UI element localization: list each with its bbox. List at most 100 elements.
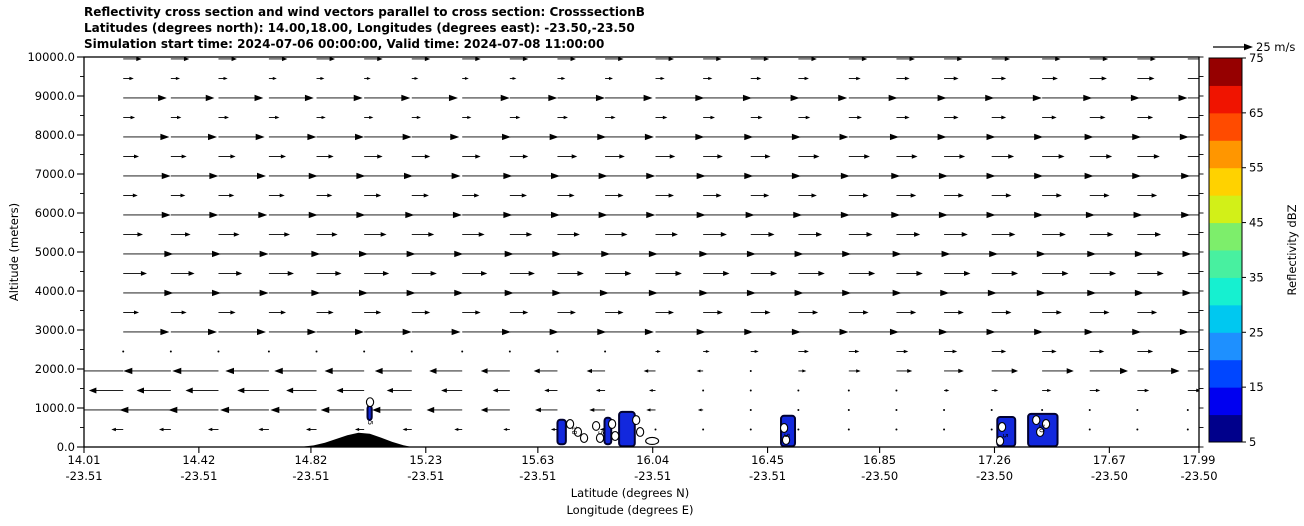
wind-arrow-head (414, 76, 419, 80)
wind-arrow-head (406, 289, 416, 297)
title-line-2: Latitudes (degrees north): 14.00,18.00, … (84, 21, 635, 36)
wind-arrow-head (839, 133, 849, 141)
wind-arrow-head (1144, 388, 1150, 393)
wind-arrow-head (280, 154, 287, 159)
wind-arrow-head (811, 57, 817, 62)
wind-arrow-head (424, 57, 431, 62)
wind-arrow-head (475, 310, 481, 315)
wind-dot (847, 389, 850, 392)
wind-arrow-head (986, 133, 996, 141)
wind-arrow-head (430, 270, 437, 276)
wind-arrow-head (464, 76, 469, 80)
wind-arrow-head (857, 115, 863, 120)
y-tick-label: 8000.0 (35, 128, 75, 142)
wind-arrow-head (643, 369, 649, 373)
wind-arrow-head (307, 328, 317, 336)
colorbar-segment (1209, 112, 1242, 141)
wind-arrow-head (522, 154, 529, 159)
wind-arrow-head (386, 387, 393, 393)
wind-arrow-head (516, 115, 521, 120)
wind-arrow-head (354, 427, 360, 432)
wind-arrow-head (258, 211, 268, 219)
wind-arrow-head (716, 57, 722, 62)
wind-arrow-head (577, 270, 584, 277)
x-tick-label-lon: -23.51 (65, 469, 102, 483)
wind-dot (990, 428, 993, 431)
wind-arrow-head (129, 76, 134, 81)
wind-arrow-head (1095, 388, 1101, 393)
wind-arrow-head (258, 427, 263, 432)
wind-arrow-head (1148, 115, 1154, 120)
x-tick-label-lon: -23.51 (180, 469, 217, 483)
wind-arrow-head (382, 270, 390, 276)
wind-arrow-head (220, 406, 230, 414)
wind-arrow-head (804, 76, 809, 81)
wind-arrow-head (644, 328, 654, 336)
contour-ring (595, 433, 605, 443)
wind-arrow-head (502, 328, 512, 336)
wind-arrow-head (1055, 57, 1061, 62)
wind-arrow-head (1103, 310, 1110, 315)
x-tick-label-lat: 16.04 (636, 453, 669, 467)
wind-arrow-head (696, 369, 701, 373)
colorbar-segment (1209, 222, 1242, 251)
reflectivity-cell (366, 404, 373, 422)
wind-arrow-head (405, 211, 415, 219)
x-tick-label-lat: 16.85 (863, 453, 896, 467)
wind-arrow-head (1181, 211, 1191, 219)
wind-arrow-head (503, 211, 513, 219)
wind-arrow-head (185, 232, 191, 237)
wind-arrow-head (224, 115, 230, 120)
wind-arrow-head (549, 328, 559, 336)
x-axis-label-block: Latitude (degrees N) Longitude (degrees … (330, 485, 930, 518)
wind-arrow-head (480, 368, 488, 374)
x-tick-label-lon: -23.51 (292, 469, 329, 483)
x-tick-label-lat: 16.45 (751, 453, 784, 467)
wind-arrow-head (320, 406, 330, 414)
wind-arrow-head (180, 193, 186, 198)
wind-arrow-head (377, 57, 383, 62)
wind-arrow-head (1001, 76, 1007, 81)
wind-arrow-head (1182, 289, 1192, 297)
wind-dot (1136, 408, 1139, 411)
wind-arrow-head (838, 94, 848, 102)
wind-arrow-head (1066, 368, 1074, 374)
wind-arrow-head (492, 388, 498, 393)
wind-arrow-head (1179, 133, 1189, 141)
wind-arrow-head (208, 133, 218, 141)
wind-arrow-head (450, 133, 460, 141)
wind-arrow-head (1099, 349, 1105, 354)
wind-arrow-head (1005, 310, 1012, 315)
wind-arrow-head (1034, 211, 1044, 219)
colorbar-tick-label: 35 (1249, 270, 1264, 284)
wind-arrow-head (88, 387, 97, 394)
reference-arrow-label: 25 m/s (1256, 40, 1296, 54)
wind-arrow-head (504, 250, 514, 258)
y-tick-label: 2000.0 (35, 362, 75, 376)
wind-arrow-head (904, 76, 910, 81)
wind-vector-field (84, 57, 1199, 432)
wind-arrow-head (646, 408, 651, 412)
wind-arrow-head (1056, 310, 1062, 315)
wind-dot (847, 408, 850, 411)
contour-ring (1041, 419, 1051, 429)
wind-arrow-head (308, 211, 318, 219)
wind-arrow-head (311, 250, 321, 258)
colorbar-tick-label: 65 (1249, 106, 1264, 120)
wind-arrow-head (952, 349, 958, 354)
wind-arrow-head (284, 232, 291, 237)
wind-arrow-head (119, 406, 129, 414)
wind-arrow-head (134, 154, 140, 159)
wind-arrow-head (570, 310, 576, 315)
wind-arrow-head (528, 270, 535, 276)
wind-arrow-head (563, 115, 569, 120)
wind-arrow-head (158, 427, 164, 432)
wind-arrow-head (478, 232, 485, 237)
wind-arrow-head (668, 57, 674, 62)
wind-arrow-head (811, 193, 817, 198)
wind-arrow-head (937, 94, 947, 102)
wind-arrow-head (237, 387, 245, 394)
wind-arrow-head (1034, 133, 1044, 141)
wind-arrow-head (744, 172, 754, 180)
